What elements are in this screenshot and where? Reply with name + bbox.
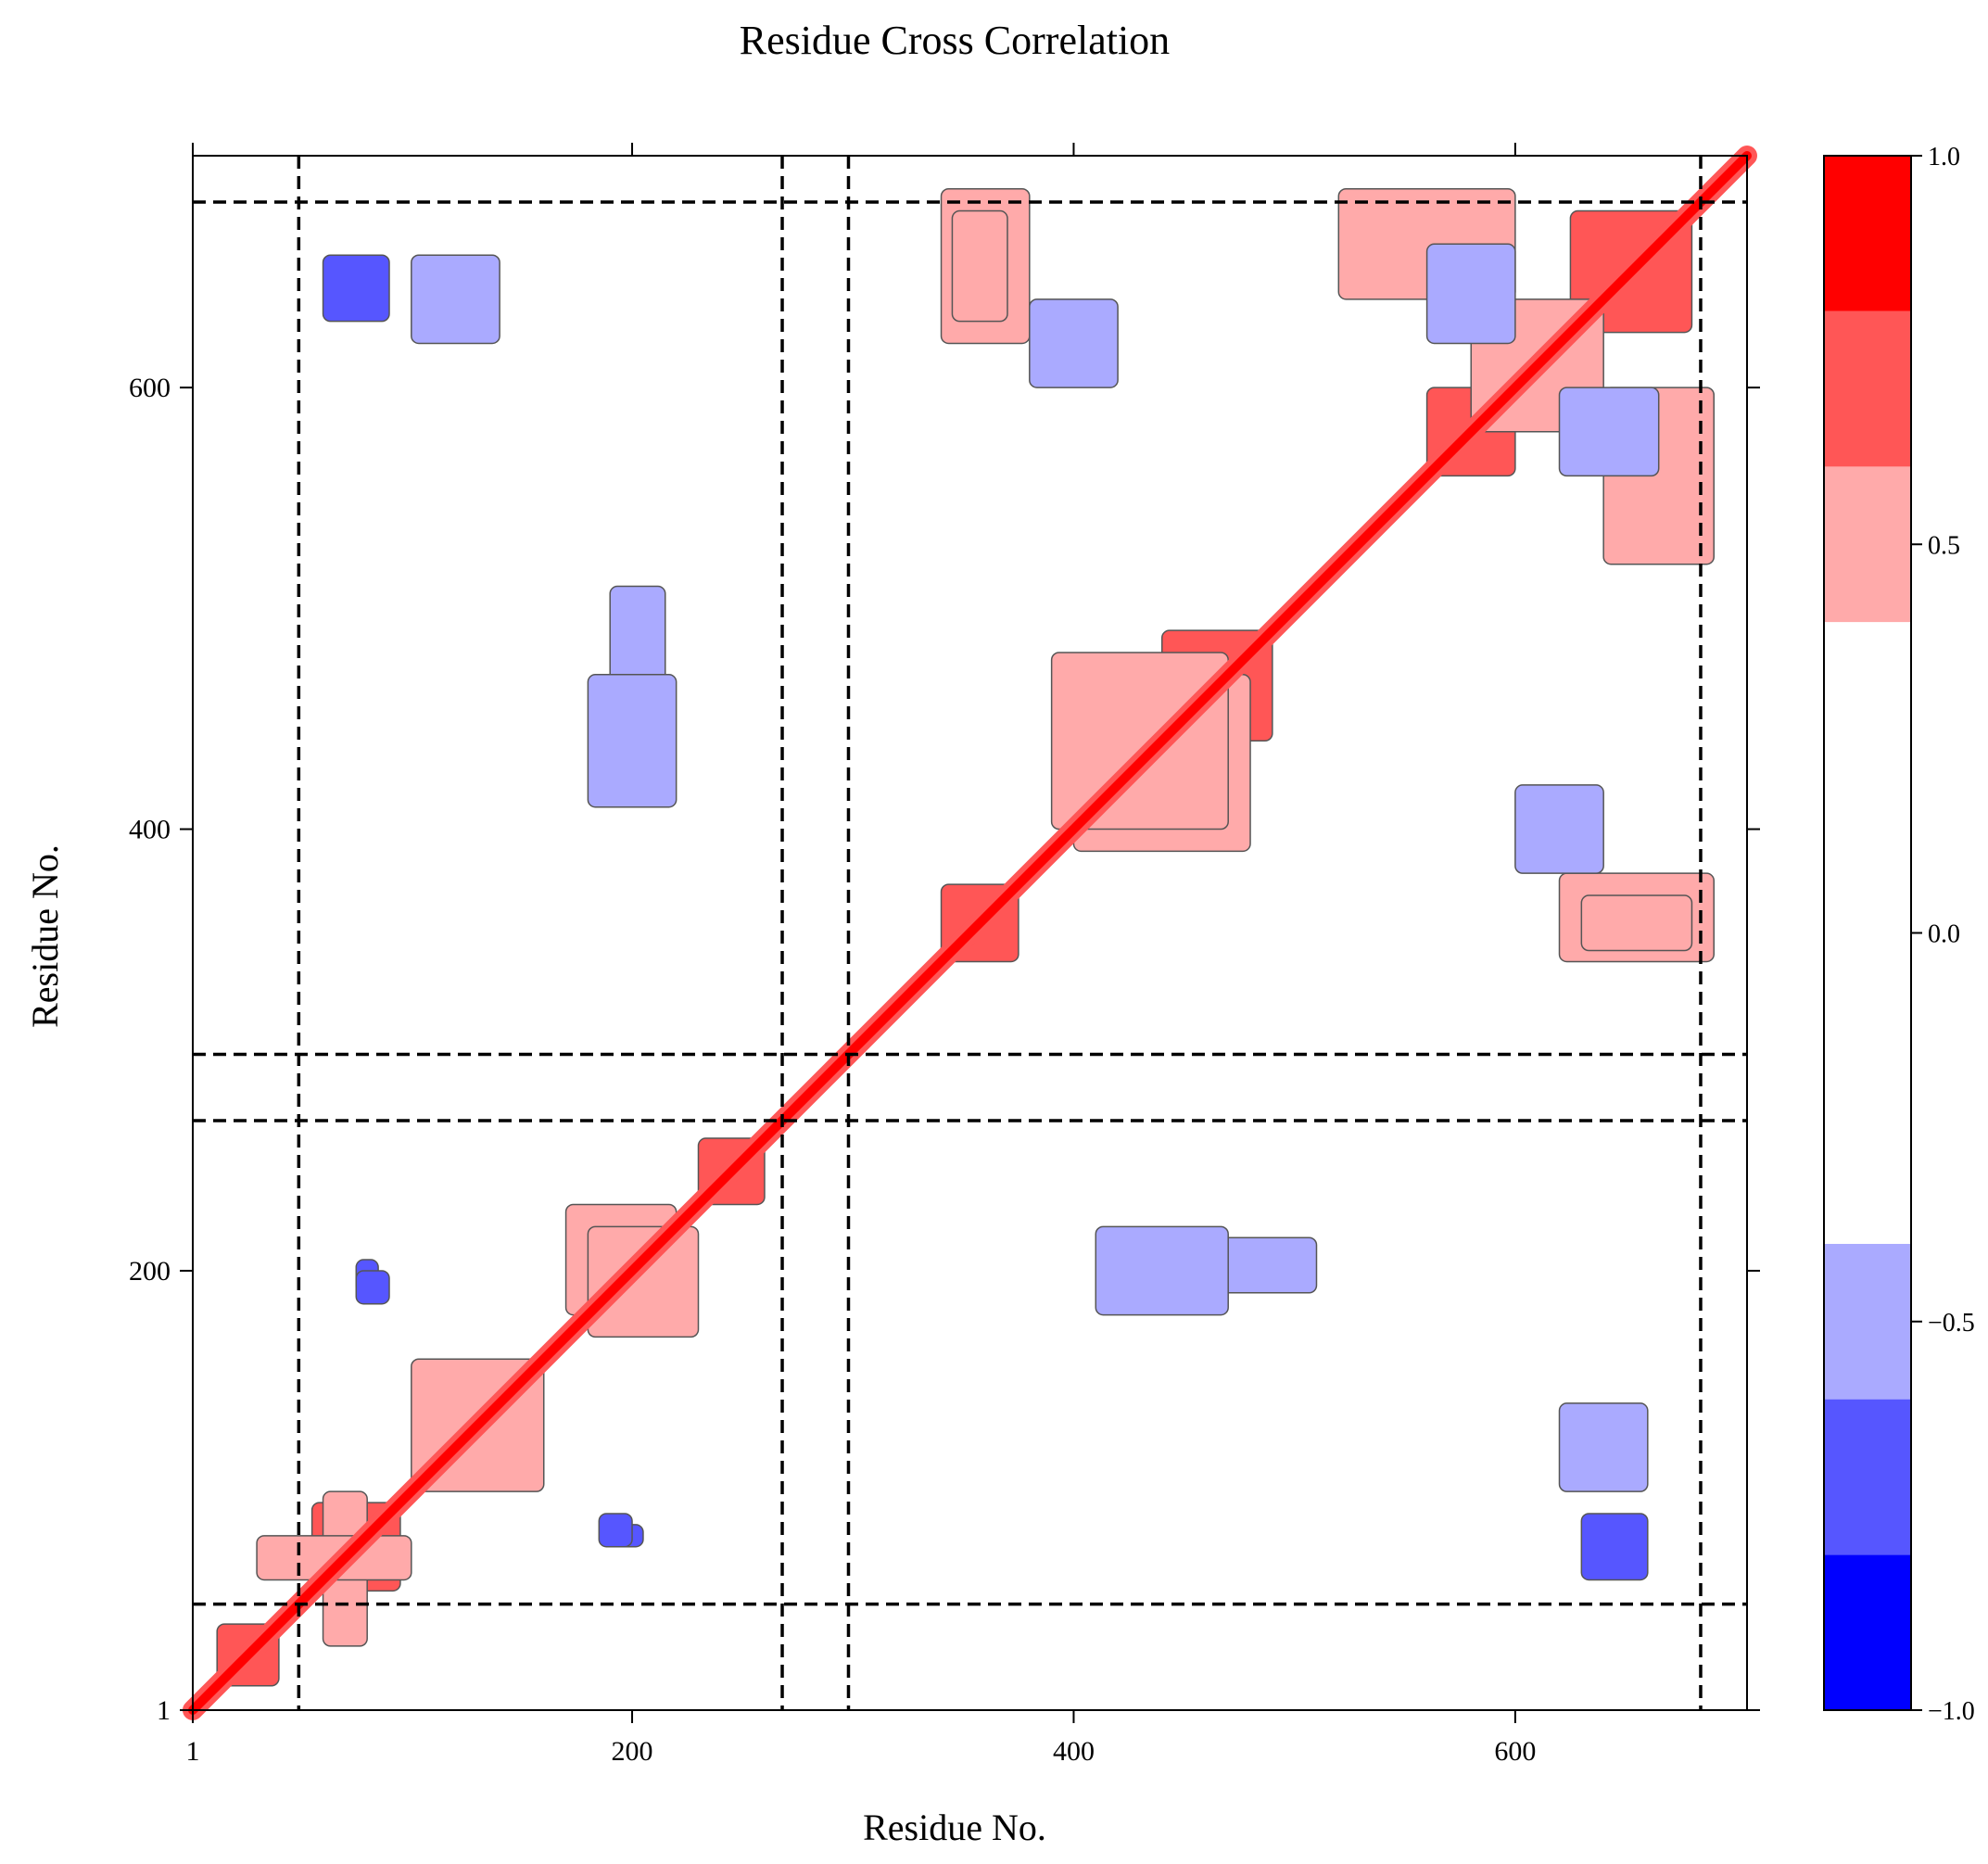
- heatmap-region: [1558, 387, 1660, 477]
- heatmap-cells: [183, 146, 1757, 1720]
- heatmap-region: [1050, 652, 1229, 831]
- colorbar-bin: [1824, 1554, 1911, 1710]
- diagonal-line: [188, 151, 1752, 1715]
- heatmap-region: [1580, 894, 1693, 952]
- y-axis-label: Residue No.: [24, 844, 66, 1028]
- heatmap-region: [951, 209, 1008, 323]
- colorbar-tick-label: 0.5: [1928, 531, 1960, 560]
- plot-frame: [192, 155, 1748, 1711]
- heatmap-region: [598, 1513, 633, 1548]
- heatmap-region: [411, 254, 500, 345]
- heatmap-region: [1425, 243, 1516, 345]
- colorbar-bin: [1824, 311, 1911, 467]
- x-tick-label: 1: [186, 1736, 200, 1767]
- y-tick-label: 600: [129, 373, 171, 403]
- chart-title: Residue Cross Correlation: [740, 18, 1170, 63]
- colorbar-tick-label: 0.0: [1928, 920, 1960, 949]
- heatmap-region: [1029, 298, 1119, 388]
- domain-boundary-lines: [193, 156, 1747, 1710]
- heatmap-region: [587, 1225, 700, 1338]
- x-axis-label: Residue No.: [863, 1807, 1046, 1848]
- colorbar-bin: [1824, 1243, 1911, 1400]
- heatmap-region: [587, 674, 677, 808]
- colorbar: 1.0 0.5 0.0 −0.5 −1.0: [1823, 143, 1975, 1726]
- x-tick-label: 200: [612, 1736, 653, 1767]
- colorbar-tick-label: 1.0: [1928, 143, 1960, 171]
- x-tick-label: 400: [1053, 1736, 1095, 1767]
- colorbar-bin: [1824, 622, 1911, 1244]
- heatmap-region: [1095, 1225, 1229, 1316]
- heatmap-region: [1580, 1513, 1649, 1581]
- heatmap-region: [1558, 1402, 1649, 1492]
- colorbar-tick-label: −1.0: [1928, 1697, 1975, 1726]
- axis-ticks: 1 200 400 600 1 200 400 600: [129, 143, 1760, 1767]
- colorbar-bin: [1824, 156, 1911, 311]
- y-tick-label: 1: [157, 1695, 171, 1726]
- colorbar-bin: [1824, 466, 1911, 623]
- x-tick-label: 600: [1494, 1736, 1536, 1767]
- colorbar-bin: [1824, 1399, 1911, 1555]
- y-tick-label: 400: [129, 815, 171, 845]
- heatmap-region: [1514, 784, 1604, 874]
- heatmap-region: [322, 254, 390, 323]
- y-tick-label: 200: [129, 1256, 171, 1287]
- heatmap-region: [355, 1270, 390, 1305]
- colorbar-tick-label: −0.5: [1928, 1309, 1975, 1338]
